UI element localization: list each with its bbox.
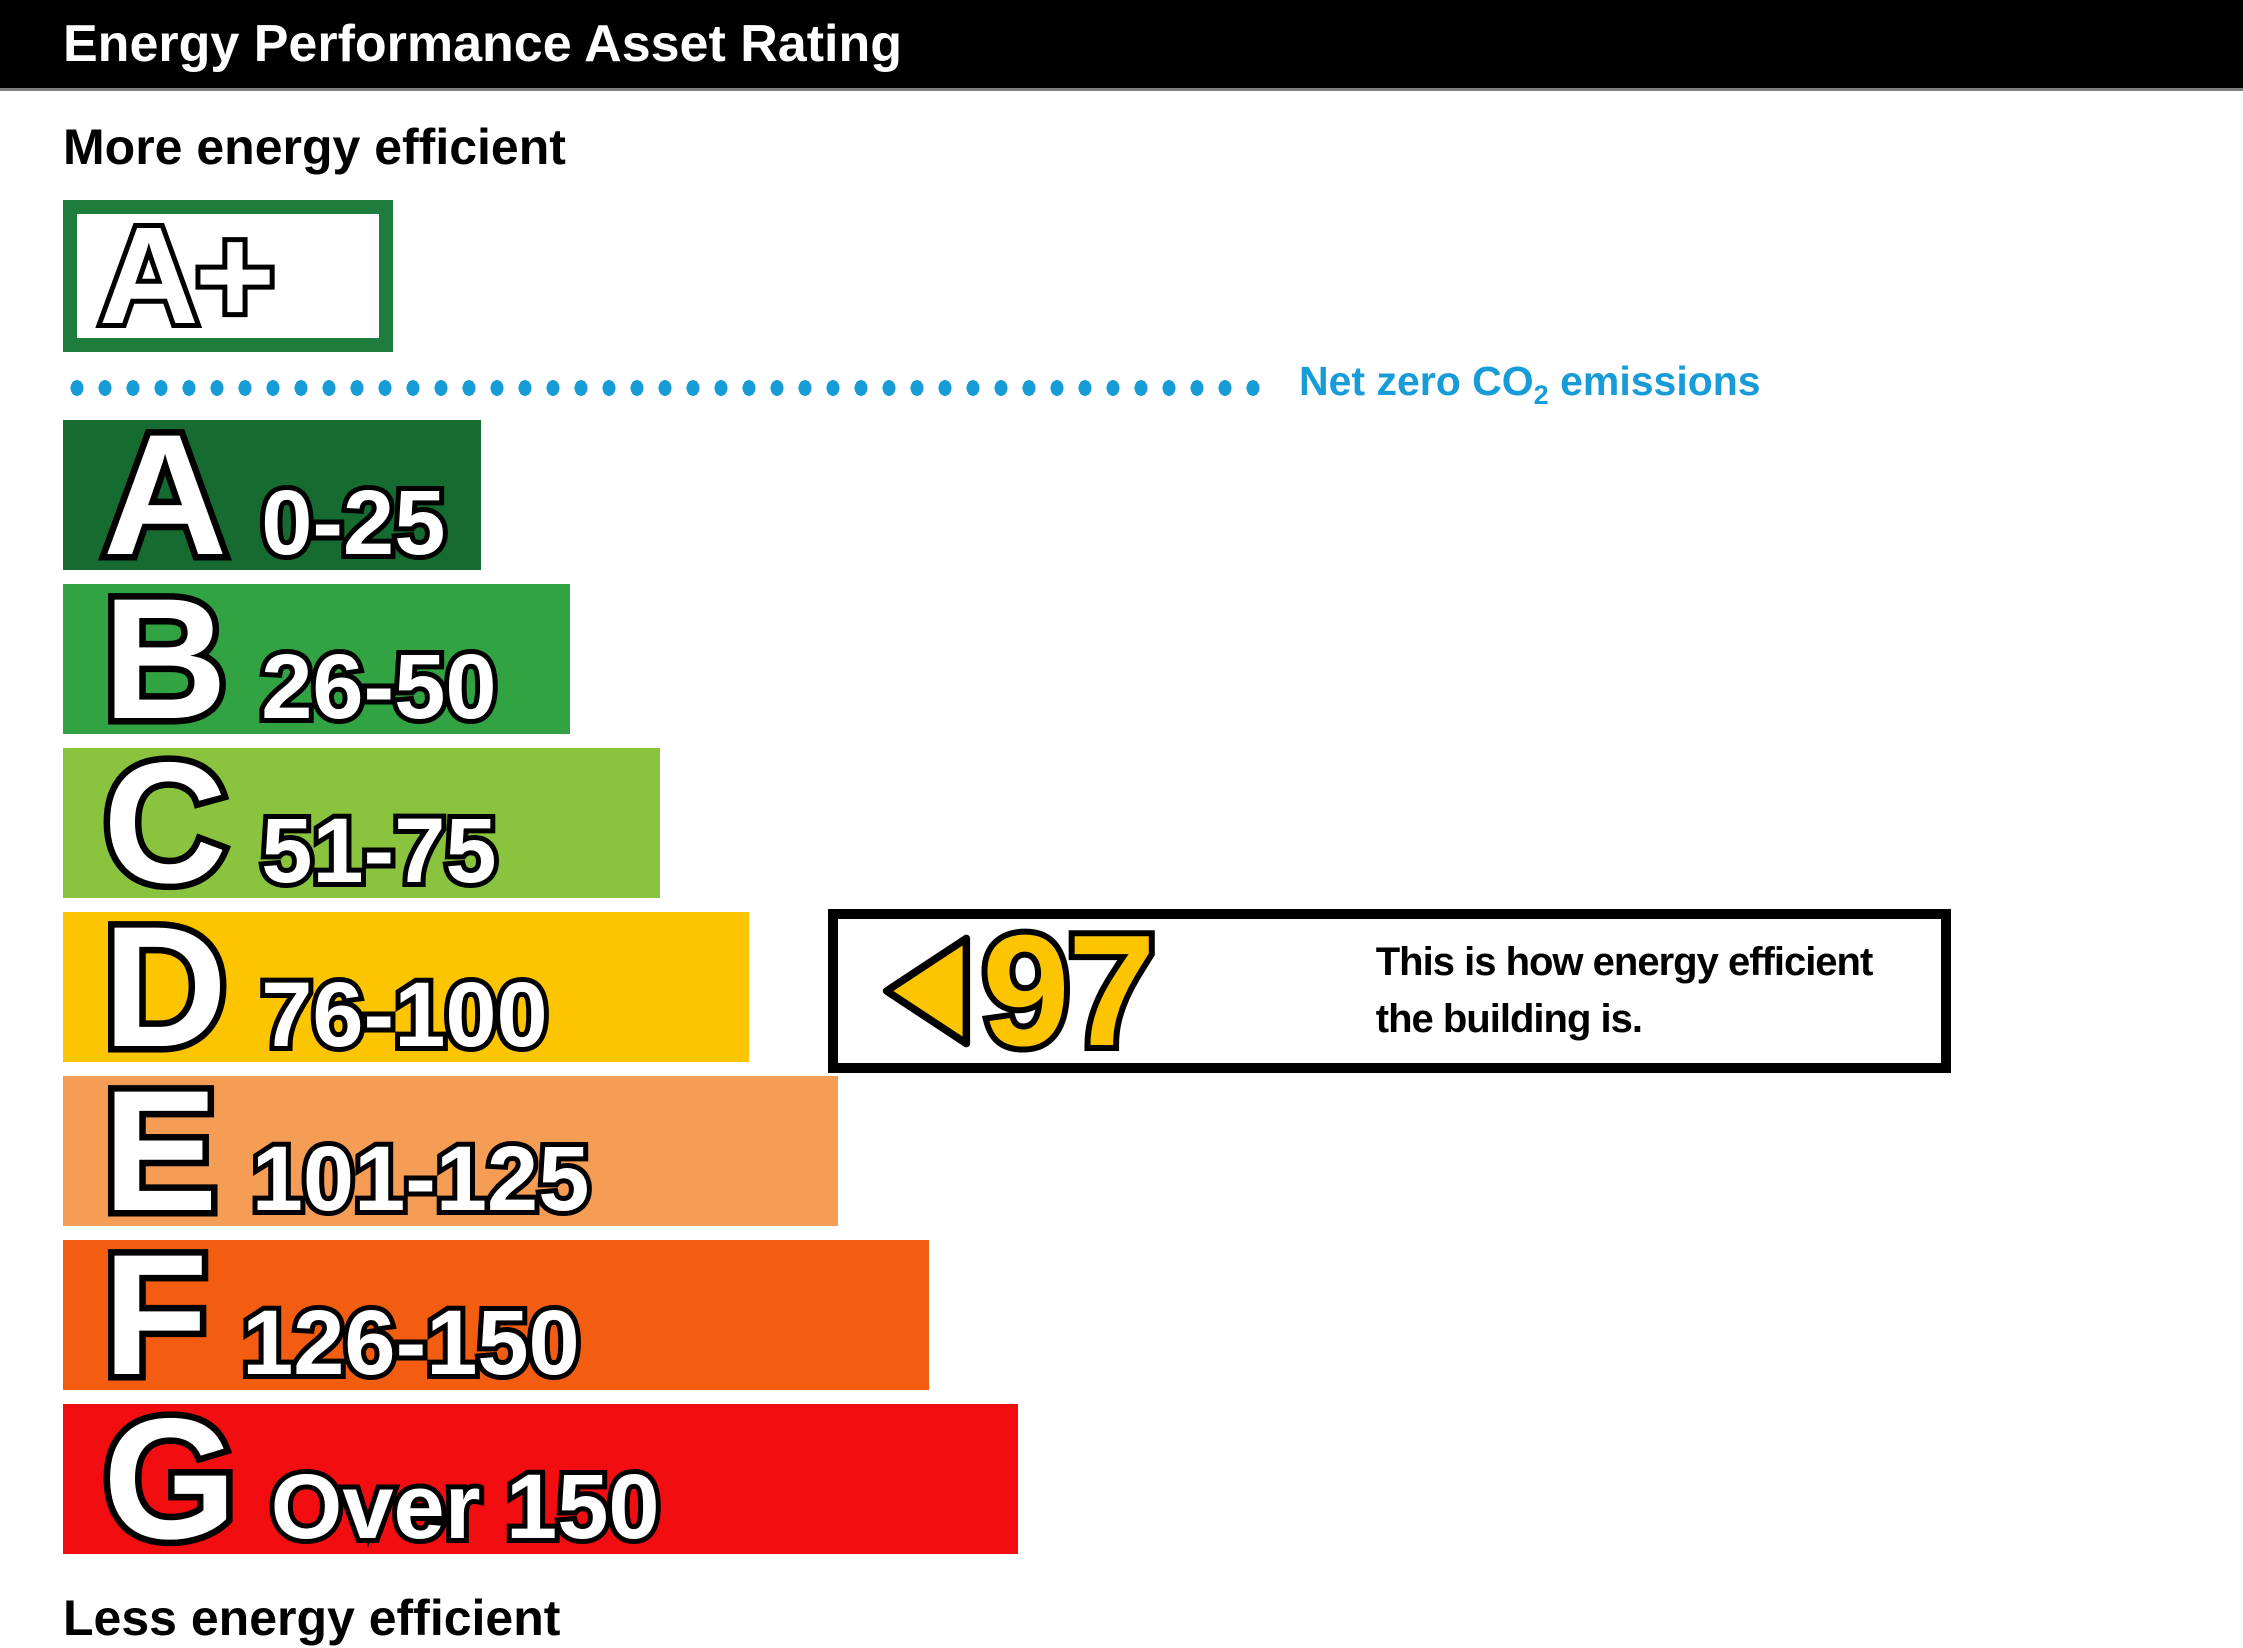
more-efficient-label: More energy efficient [63,119,566,175]
less-efficient-label: Less energy efficient [63,1590,561,1646]
left-arrow-icon [882,934,971,1048]
band-a-plus: A+ [63,200,393,352]
band-g: G Over 150 [63,1383,1018,1575]
band-b: B 26-50 [63,563,570,755]
rating-description-line2: the building is. [1375,997,1643,1041]
rating-indicator: 97 This is how energy efficient the buil… [828,909,1951,1073]
band-range: 101-125 [247,1123,595,1235]
net-zero-text: Net zero CO [1299,357,1534,404]
band-letter: C [96,727,233,919]
rating-scale: A 0-25 B 26-50 C 51-75 D 76-100 E 101-12… [63,399,2180,1575]
rating-value: 97 [976,909,1162,1073]
rating-description-line1: This is how energy efficient [1375,940,1874,984]
net-zero-row: Net zero CO2 emissions [63,360,2243,410]
band-d: D 76-100 [63,891,749,1083]
band-a-plus-letter: A+ [94,199,280,353]
band-letter: A [96,399,233,591]
band-c: C 51-75 [63,727,660,919]
band-range: 26-50 [256,631,501,743]
net-zero-text-suffix: emissions [1548,357,1761,404]
band-letter: B [96,563,233,755]
title-bar: Energy Performance Asset Rating [0,0,2243,91]
page-title: Energy Performance Asset Rating [63,15,903,73]
band-range: 51-75 [256,795,501,907]
band-range: 126-150 [237,1287,585,1399]
band-letter: E [97,1055,225,1247]
net-zero-dotted-line [63,379,1263,397]
band-letter: F [96,1219,214,1411]
net-zero-subscript: 2 [1533,379,1549,410]
rating-description: This is how energy efficient the buildin… [1375,934,1874,1048]
band-range: 76-100 [256,959,552,1071]
band-e: E 101-125 [63,1055,838,1247]
net-zero-label: Net zero CO2 emissions [1299,357,1761,416]
band-a: A 0-25 [63,399,481,591]
band-range: 0-25 [256,467,450,579]
band-letter: G [97,1383,244,1575]
band-range: Over 150 [266,1451,665,1563]
band-f: F 126-150 [63,1219,929,1411]
band-letter: D [96,891,233,1083]
